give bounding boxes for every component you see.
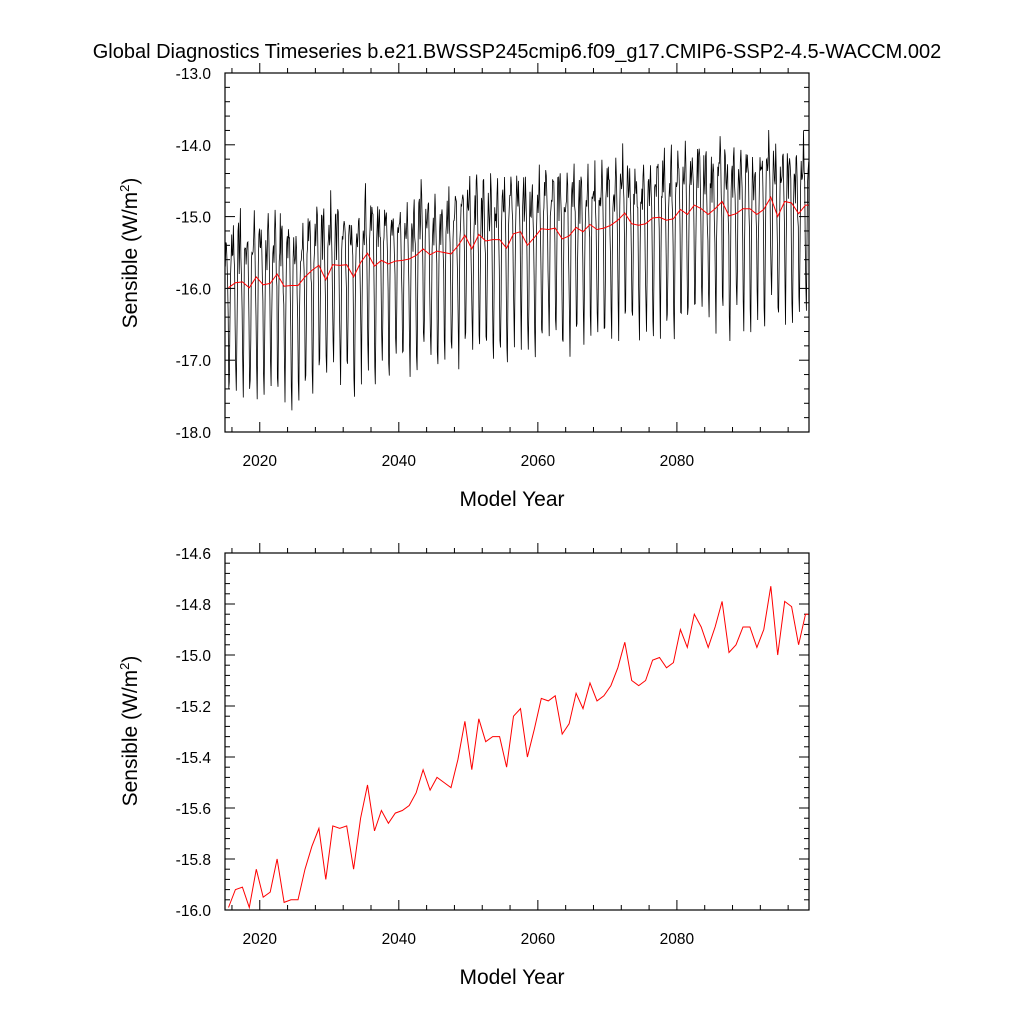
y-tick-label: -16.0 (176, 281, 212, 298)
y-tick-label: -18.0 (176, 425, 212, 442)
x-tick-label: 2020 (243, 931, 278, 948)
bottom-plot-frame (224, 552, 810, 911)
x-tick-label: 2060 (521, 453, 556, 470)
bottom-panel-ticks (225, 543, 809, 911)
y-tick-label: -17.0 (176, 353, 212, 370)
monthly-series-line (224, 129, 810, 411)
x-tick-label: 2080 (660, 931, 695, 948)
bottom-x-axis-label: Model Year (459, 966, 564, 989)
top-panel-series (224, 129, 810, 411)
x-tick-label: 2020 (243, 453, 278, 470)
bottom-y-axis-label-end: ) (119, 656, 142, 663)
y-tick-label: -14.0 (176, 138, 212, 155)
bottom-y-axis-label-main: Sensible (W/m (119, 670, 142, 807)
bottom-panel: -16.0 -15.8 -15.6 -15.4 -15.2 -15.0 -14.8 -14.6… (117, 543, 810, 989)
x-tick-label: 2040 (382, 931, 417, 948)
y-tick-label: -14.6 (176, 546, 211, 563)
top-y-tick-labels: -18.0 -17.0 -16.0 -15.0 -14.0 -13.0 (176, 66, 212, 442)
top-y-axis-label-main: Sensible (W/m (119, 192, 142, 329)
y-tick-label: -14.8 (176, 597, 211, 614)
y-tick-label: -15.6 (176, 801, 211, 818)
top-y-axis-label: Sensible (W/m2) (117, 178, 142, 329)
top-panel: -18.0-17.0-16.0-15.0-14.0-13.0 2020 2040 2… (117, 63, 810, 511)
y-tick-label: -16.0 (176, 903, 212, 920)
top-y-axis-label-sup: 2 (117, 185, 132, 192)
bottom-panel-series (228, 586, 809, 910)
top-x-tick-labels: 2020 2040 2060 2080 (243, 453, 695, 470)
bottom-y-axis-label-sup: 2 (117, 663, 132, 670)
y-tick-label: -15.0 (176, 210, 212, 227)
x-tick-label: 2040 (382, 453, 417, 470)
y-tick-label: -15.8 (176, 852, 211, 869)
top-y-axis-label-end: ) (119, 178, 142, 185)
y-tick-label: -15.0 (176, 648, 212, 665)
bottom-y-axis-label: Sensible (W/m2) (117, 656, 142, 807)
top-plot-frame (224, 72, 810, 433)
y-tick-label: -13.0 (176, 66, 212, 83)
annual-series-line (228, 586, 809, 910)
y-tick-label: -15.4 (176, 750, 212, 767)
annual-series-line (228, 196, 809, 289)
x-tick-label: 2060 (521, 931, 556, 948)
x-tick-label: 2080 (660, 453, 695, 470)
bottom-y-tick-labels: -16.0 -15.8 -15.6 -15.4 -15.2 -15.0 -14.8 -14.6 (176, 546, 212, 920)
chart-title: Global Diagnostics Timeseries b.e21.BWSS… (93, 41, 942, 63)
y-tick-label: -15.2 (176, 699, 211, 716)
top-x-axis-label: Model Year (459, 488, 564, 511)
bottom-x-tick-labels: 2020 2040 2060 2080 (243, 931, 695, 948)
